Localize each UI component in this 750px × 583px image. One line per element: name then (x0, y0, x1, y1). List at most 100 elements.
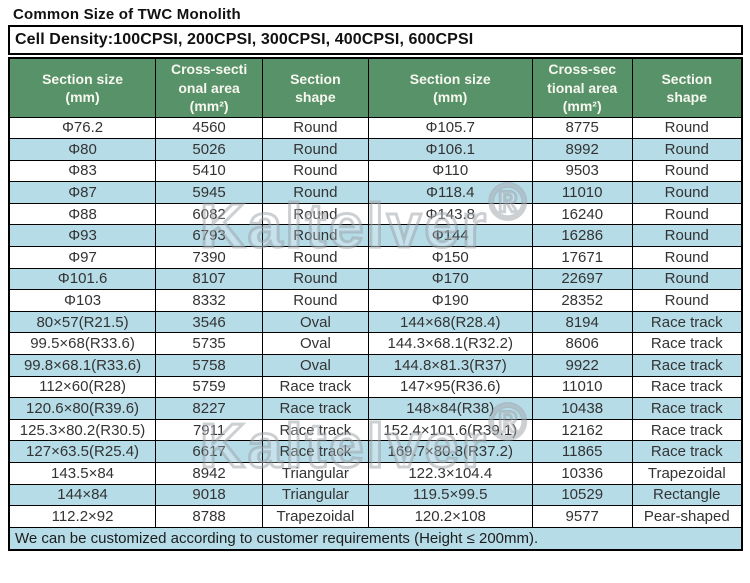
table-cell: 144×68(R28.4) (367, 310, 533, 334)
table-cell: Race track (262, 418, 369, 442)
table-cell: Φ83 (8, 159, 157, 183)
table-cell: Race track (631, 332, 743, 356)
table-cell: 16240 (531, 202, 633, 226)
table-cell: 16286 (531, 224, 633, 248)
table-cell: 9018 (155, 483, 264, 507)
table-cell: 8227 (155, 397, 264, 420)
table-cell: Round (262, 202, 369, 226)
table-cell: Round (631, 289, 743, 312)
table-cell: 9577 (531, 505, 633, 528)
table-cell: 11010 (531, 181, 633, 204)
table-cell: Round (262, 246, 369, 269)
column-header-section-size-left: Section size (mm) (8, 57, 157, 118)
table-cell: Pear-shaped (631, 505, 743, 528)
table-cell: 99.5×68(R33.6) (8, 332, 157, 356)
table-cell: Φ97 (8, 246, 157, 269)
table-cell: 144.8×81.3(R37) (367, 354, 533, 377)
column-header-cross-sectional-area-left: Cross-secti onal area (mm²) (155, 57, 264, 118)
table-cell: Φ118.4 (367, 181, 533, 204)
table-cell: 4560 (155, 116, 264, 140)
table-cell: 99.8×68.1(R33.6) (8, 354, 157, 377)
table-cell: Race track (631, 375, 743, 399)
table-cell: Φ87 (8, 181, 157, 204)
table-cell: 5735 (155, 332, 264, 356)
table-cell: Round (631, 159, 743, 183)
table-cell: Race track (631, 354, 743, 377)
table-cell: 112×60(R28) (8, 375, 157, 399)
page-title: Common Size of TWC Monolith (13, 6, 241, 23)
table-cell: Round (262, 159, 369, 183)
table-row: 144×84 9018 Triangular 119.5×99.5 10529 Recta… (8, 483, 743, 507)
table-cell: 8788 (155, 505, 264, 528)
table-cell: 28352 (531, 289, 633, 312)
table-cell: 9922 (531, 354, 633, 377)
table-cell: Φ190 (367, 289, 533, 312)
table-cell: 5026 (155, 138, 264, 161)
table-row: 125.3×80.2(R30.5) 7911 Race track 152.4×101… (8, 418, 743, 442)
table-cell: Φ106.1 (367, 138, 533, 161)
table-cell: 8992 (531, 138, 633, 161)
table-footer: We can be customized according to custom… (8, 526, 743, 551)
table-row: Φ80 5026 Round Φ106.1 8992 Round (8, 138, 743, 161)
table-cell: Round (631, 116, 743, 140)
table-header: Section size (mm) Cross-secti onal area … (8, 57, 743, 118)
table-cell: Race track (631, 440, 743, 463)
table-row: Φ83 5410 Round Φ110 9503 Round (8, 159, 743, 183)
table-cell: 120.2×108 (367, 505, 533, 528)
table-cell: Round (631, 138, 743, 161)
table-cell: 8775 (531, 116, 633, 140)
table-cell: 8942 (155, 462, 264, 485)
cell-density-banner: Cell Density:100CPSI, 200CPSI, 300CPSI, … (8, 25, 743, 55)
table-cell: 7390 (155, 246, 264, 269)
table-cell: Race track (631, 397, 743, 420)
table-row: 99.8×68.1(R33.6) 5758 Oval 144.8×81.3(R37) 9… (8, 354, 743, 377)
table-row: Φ76.2 4560 Round Φ105.7 8775 Round (8, 116, 743, 140)
table-cell: Trapezoidal (262, 505, 369, 528)
table-cell: Triangular (262, 462, 369, 485)
table-cell: Race track (631, 418, 743, 442)
customization-note: We can be customized according to custom… (8, 526, 743, 551)
table-cell: Round (631, 246, 743, 269)
table-cell: Round (262, 224, 369, 248)
table-cell: Φ101.6 (8, 267, 157, 291)
table-row: 112.2×92 8788 Trapezoidal 120.2×108 9577 Pear… (8, 505, 743, 528)
table-cell: Round (262, 138, 369, 161)
column-header-cross-sectional-area-right: Cross-sec tional area (mm²) (531, 57, 633, 118)
table-cell: 122.3×104.4 (367, 462, 533, 485)
table-cell: Φ93 (8, 224, 157, 248)
table-cell: 5758 (155, 354, 264, 377)
table-cell: Φ143.8 (367, 202, 533, 226)
table-cell: Φ170 (367, 267, 533, 291)
column-header-section-size-right: Section size (mm) (367, 57, 533, 118)
table-cell: 6793 (155, 224, 264, 248)
table-cell: 80×57(R21.5) (8, 310, 157, 334)
table-row: 112×60(R28) 5759 Race track 147×95(R36.6) 11… (8, 375, 743, 399)
table-cell: Φ105.7 (367, 116, 533, 140)
table-cell: Round (262, 267, 369, 291)
table-cell: 8606 (531, 332, 633, 356)
table-body: Φ76.2 4560 Round Φ105.7 8775 Round Φ80 5026 Roun… (8, 116, 743, 528)
table-cell: Triangular (262, 483, 369, 507)
table-cell: 5759 (155, 375, 264, 399)
table-cell: Φ150 (367, 246, 533, 269)
table-row: 120.6×80(R39.6) 8227 Race track 148×84(R38)… (8, 397, 743, 420)
header-row: Section size (mm) Cross-secti onal area … (8, 57, 743, 118)
table-cell: 6617 (155, 440, 264, 463)
table-cell: Φ88 (8, 202, 157, 226)
table-cell: 10336 (531, 462, 633, 485)
table-cell: Round (631, 224, 743, 248)
table-cell: 10529 (531, 483, 633, 507)
table-cell: 3546 (155, 310, 264, 334)
table-cell: Rectangle (631, 483, 743, 507)
table-cell: 9503 (531, 159, 633, 183)
table-cell: Race track (262, 397, 369, 420)
table-row: 80×57(R21.5) 3546 Oval 144×68(R28.4) 8194 Rac… (8, 310, 743, 334)
table-cell: Oval (262, 332, 369, 356)
table-cell: Race track (631, 310, 743, 334)
table-cell: Round (262, 116, 369, 140)
table-cell: Φ80 (8, 138, 157, 161)
table-cell: 144×84 (8, 483, 157, 507)
table-cell: 148×84(R38) (367, 397, 533, 420)
table-cell: 22697 (531, 267, 633, 291)
table-cell: Round (262, 181, 369, 204)
